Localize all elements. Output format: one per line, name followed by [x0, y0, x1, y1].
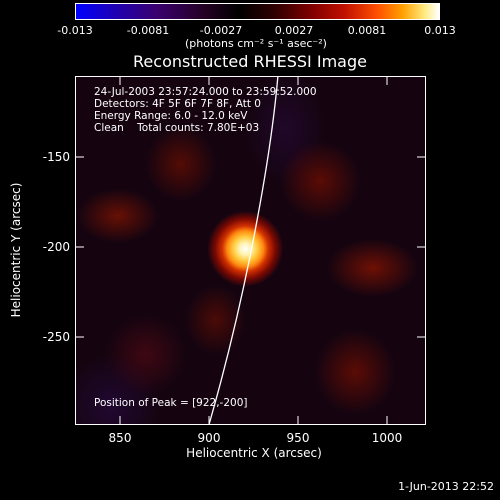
colorbar-tick-label: 0.0027	[274, 24, 314, 37]
x-tick-label: 900	[197, 431, 221, 445]
detectors-line: Detectors: 4F 5F 6F 7F 8F, Att 0	[94, 98, 261, 110]
colorbar-tick-label: -0.0027	[199, 24, 243, 37]
colorbar-tick-label: 0.0081	[347, 24, 387, 37]
footer-timestamp: 1-Jun-2013 22:52	[398, 480, 494, 493]
colorbar-tick-label: -0.013	[57, 24, 93, 37]
y-tick-label: -200	[42, 240, 70, 254]
time-range: 24-Jul-2003 23:57:24.000 to 23:59:52.000	[94, 86, 317, 98]
x-tick-label: 1000	[371, 431, 403, 445]
peak-position-label: Position of Peak = [922,-200]	[94, 397, 248, 409]
x-tick-label: 950	[286, 431, 310, 445]
y-tick-label: -250	[42, 330, 70, 344]
x-axis-title: Heliocentric X (arcsec)	[0, 446, 500, 460]
x-axis-title-text: Heliocentric X (arcsec)	[186, 446, 322, 460]
image-title: Reconstructed RHESSI Image	[133, 52, 367, 71]
energy-range-line: Energy Range: 6.0 - 12.0 keV	[94, 110, 248, 122]
rhessi-image	[75, 76, 426, 425]
y-axis-title: Heliocentric Y (arcsec)	[9, 182, 23, 318]
colorbar-tick-label: -0.0081	[126, 24, 170, 37]
colorbar-tick-label: 0.013	[424, 24, 456, 37]
x-tick-label: 850	[108, 431, 132, 445]
axis-ticks	[75, 76, 426, 425]
colorbar-units: (photons cm⁻² s⁻¹ asec⁻²)	[185, 37, 327, 50]
colorbar	[75, 3, 440, 20]
clean-total-counts-line: Clean Total counts: 7.80E+03	[94, 122, 260, 134]
solar-limb-curve	[208, 77, 279, 424]
y-tick-label: -150	[42, 150, 70, 164]
